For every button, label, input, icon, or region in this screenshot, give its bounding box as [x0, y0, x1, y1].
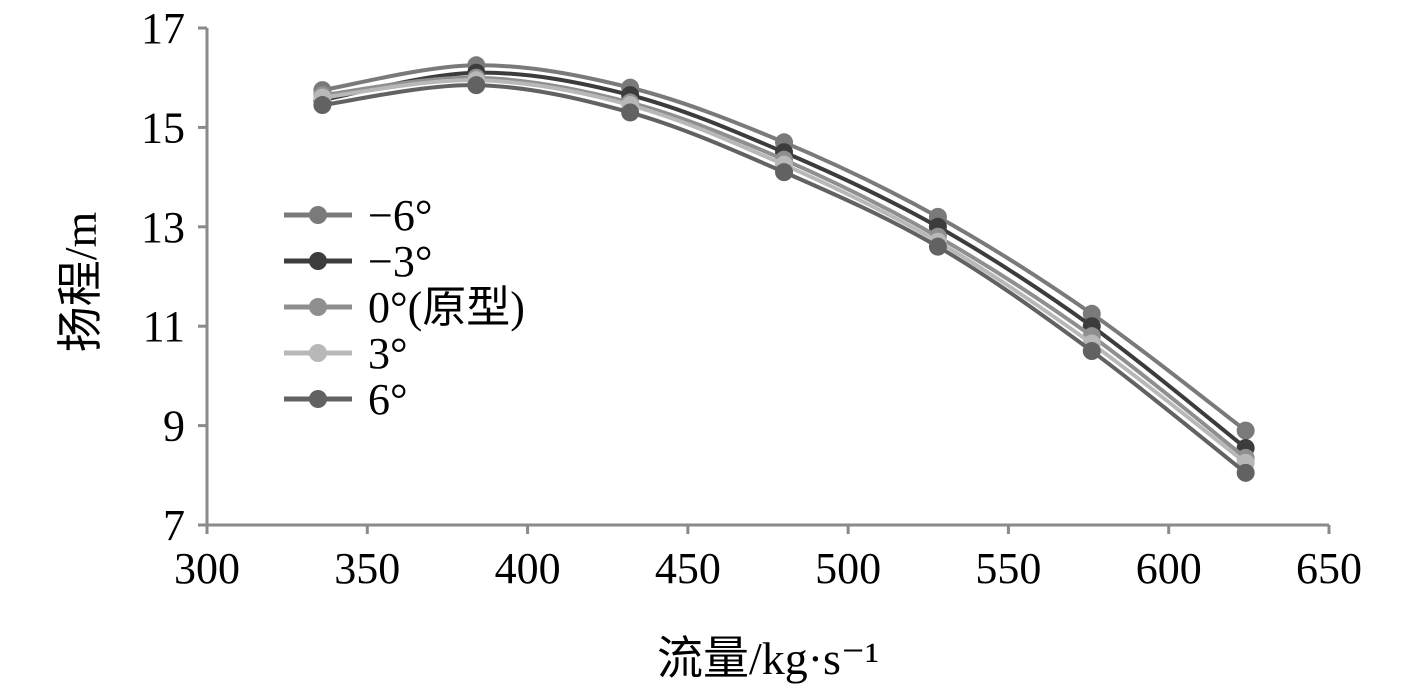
data-point — [775, 163, 794, 182]
x-tick-label: 550 — [975, 544, 1041, 593]
plot-area: 7 9 11 13 15 17 300 350 400 450 500 550 600 650 — [141, 4, 1362, 593]
legend-label: 6° — [368, 375, 408, 424]
legend-item: −3° — [284, 237, 432, 286]
series-1 — [313, 56, 1255, 440]
data-point — [621, 103, 640, 122]
legend-label: 0°(原型) — [368, 283, 525, 332]
legend-label: −6° — [368, 191, 432, 240]
x-tick-label: 600 — [1136, 544, 1202, 593]
y-tick-label: 17 — [141, 4, 185, 53]
legend-item: 3° — [284, 329, 408, 378]
x-axis-title: 流量/kg·s⁻¹ — [657, 633, 879, 684]
data-point — [1236, 463, 1255, 482]
x-tick-label: 650 — [1296, 544, 1362, 593]
series-line — [322, 70, 1247, 450]
series-layer — [313, 56, 1255, 482]
y-tick-label: 7 — [163, 501, 185, 550]
legend-marker — [309, 206, 327, 224]
data-point — [928, 237, 947, 256]
series-4 — [313, 71, 1255, 472]
y-tick-label: 13 — [141, 203, 185, 252]
legend: −6°−3°0°(原型)3°6° — [284, 191, 525, 424]
series-line — [322, 63, 1247, 433]
legend-marker — [309, 344, 327, 362]
y-ticks: 7 9 11 13 15 17 — [141, 4, 207, 550]
legend-label: 3° — [368, 329, 408, 378]
legend-marker — [309, 252, 327, 270]
data-point — [313, 96, 332, 115]
series-5 — [313, 76, 1255, 482]
x-tick-label: 350 — [334, 544, 400, 593]
x-tick-label: 450 — [655, 544, 721, 593]
data-point — [1082, 304, 1101, 323]
x-ticks: 300 350 400 450 500 550 600 650 — [174, 525, 1362, 593]
legend-label: −3° — [368, 237, 432, 286]
legend-marker — [309, 298, 327, 316]
x-tick-label: 500 — [815, 544, 881, 593]
x-tick-label: 400 — [495, 544, 561, 593]
series-2 — [313, 63, 1255, 457]
series-3 — [313, 68, 1255, 467]
y-axis-title: 扬程/m — [55, 212, 106, 353]
data-point — [467, 76, 486, 95]
legend-item: −6° — [284, 191, 432, 240]
y-tick-label: 9 — [163, 402, 185, 451]
legend-item: 0°(原型) — [284, 283, 525, 332]
data-point — [1236, 421, 1255, 440]
y-tick-label: 11 — [143, 302, 185, 351]
legend-item: 6° — [284, 375, 408, 424]
x-tick-label: 300 — [174, 544, 240, 593]
legend-marker — [309, 390, 327, 408]
data-point — [1082, 342, 1101, 361]
y-tick-label: 15 — [141, 103, 185, 152]
